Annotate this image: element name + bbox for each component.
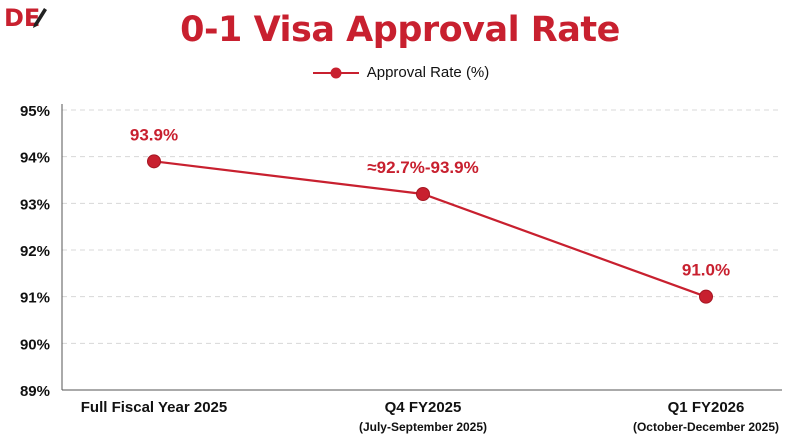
- x-tick-label: Q4 FY2025: [385, 399, 462, 416]
- data-label: ≈92.7%-93.9%: [367, 158, 478, 177]
- data-point: [416, 187, 430, 201]
- data-point: [699, 289, 713, 304]
- x-tick-sublabel: (July-September 2025): [359, 420, 487, 434]
- y-tick-label: 90%: [20, 336, 50, 353]
- x-tick-label: Q1 FY2026: [668, 399, 745, 416]
- legend-swatch: [312, 67, 359, 78]
- x-tick-label: Full Fiscal Year 2025: [81, 399, 227, 416]
- y-tick-label: 91%: [20, 290, 50, 307]
- chart-title: 0-1 Visa Approval Rate: [180, 10, 620, 50]
- y-tick-label: 94%: [20, 150, 50, 167]
- logo: DE: [4, 4, 47, 30]
- pen-nib-icon: [33, 8, 47, 28]
- y-tick-label: 92%: [20, 243, 50, 260]
- data-label: 91.0%: [682, 261, 730, 280]
- data-point: [147, 154, 161, 169]
- y-tick-label: 89%: [20, 383, 50, 400]
- y-tick-label: 95%: [20, 103, 50, 120]
- legend-label: Approval Rate (%): [366, 64, 490, 81]
- data-label: 93.9%: [130, 125, 178, 144]
- x-tick-sublabel: (October-December 2025): [633, 420, 779, 434]
- legend: Approval Rate (%): [0, 64, 800, 81]
- y-tick-label: 93%: [20, 196, 50, 213]
- series-line: [153, 160, 707, 298]
